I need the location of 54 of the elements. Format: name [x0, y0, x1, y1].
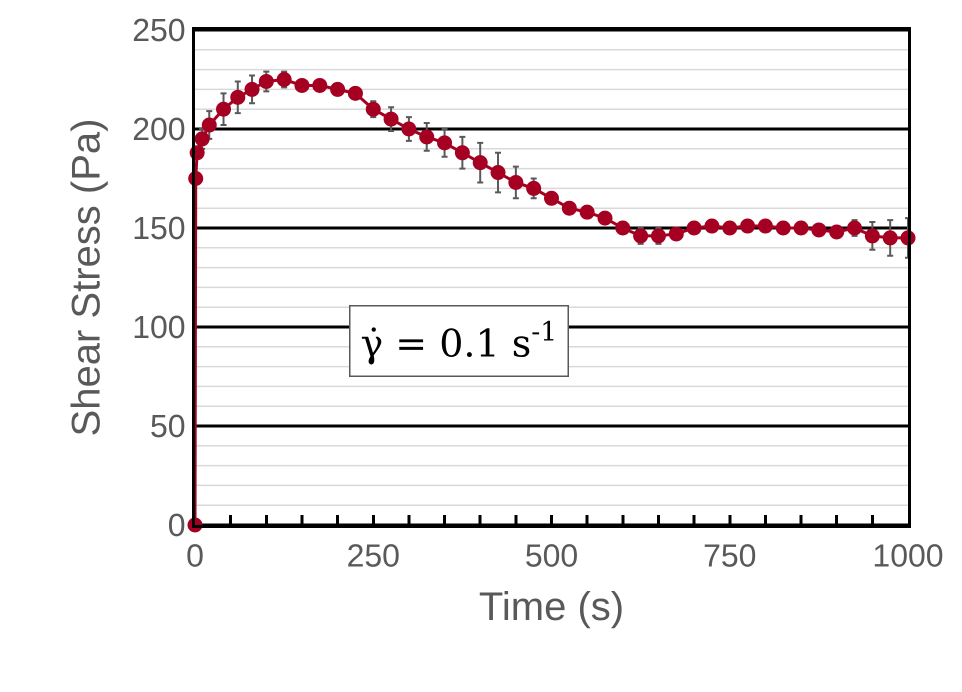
point [740, 218, 756, 234]
point [230, 90, 246, 105]
point [276, 72, 292, 87]
point [294, 78, 310, 93]
point [472, 155, 488, 170]
point [258, 74, 274, 89]
point [882, 230, 898, 246]
point [758, 218, 773, 234]
point [847, 220, 862, 236]
point [562, 200, 577, 216]
point [437, 135, 452, 150]
point [544, 190, 559, 206]
point [312, 78, 328, 93]
point [794, 220, 809, 236]
point [597, 210, 612, 226]
point [633, 228, 648, 244]
y-tick-label: 250 [132, 12, 186, 48]
point [384, 112, 399, 127]
point [401, 122, 416, 136]
point [686, 220, 702, 236]
y-tick-label: 100 [132, 309, 186, 346]
y-tick-label: 50 [150, 408, 186, 444]
point [811, 222, 826, 238]
point [508, 174, 524, 190]
point [216, 102, 232, 117]
point [580, 204, 595, 220]
point [244, 82, 260, 97]
point [454, 145, 470, 160]
x-axis-title: Time (s) [478, 584, 624, 629]
point [348, 86, 363, 101]
point [704, 218, 720, 234]
point [526, 180, 542, 196]
annotation: γ̇ = 0.1 s$^{-1}$ [360, 316, 558, 366]
point [776, 220, 791, 236]
x-tick-label: 1000 [872, 537, 944, 574]
x-tick-label: 250 [346, 537, 400, 574]
y-tick-label: 200 [132, 111, 186, 148]
point [722, 220, 738, 236]
point [615, 220, 630, 236]
point [668, 226, 684, 242]
point [330, 82, 346, 97]
point [829, 224, 844, 240]
y-tick-label: 150 [132, 210, 186, 246]
y-axis-title: Shear Stress (Pa) [64, 118, 109, 436]
x-tick-label: 500 [524, 537, 578, 574]
point [650, 228, 666, 244]
y-tick-label: 0 [168, 507, 186, 544]
point [194, 131, 210, 146]
point [366, 102, 381, 117]
x-tick-label: 750 [703, 537, 756, 574]
point [202, 118, 217, 133]
point [490, 165, 506, 180]
point [419, 129, 434, 144]
point [864, 228, 880, 244]
